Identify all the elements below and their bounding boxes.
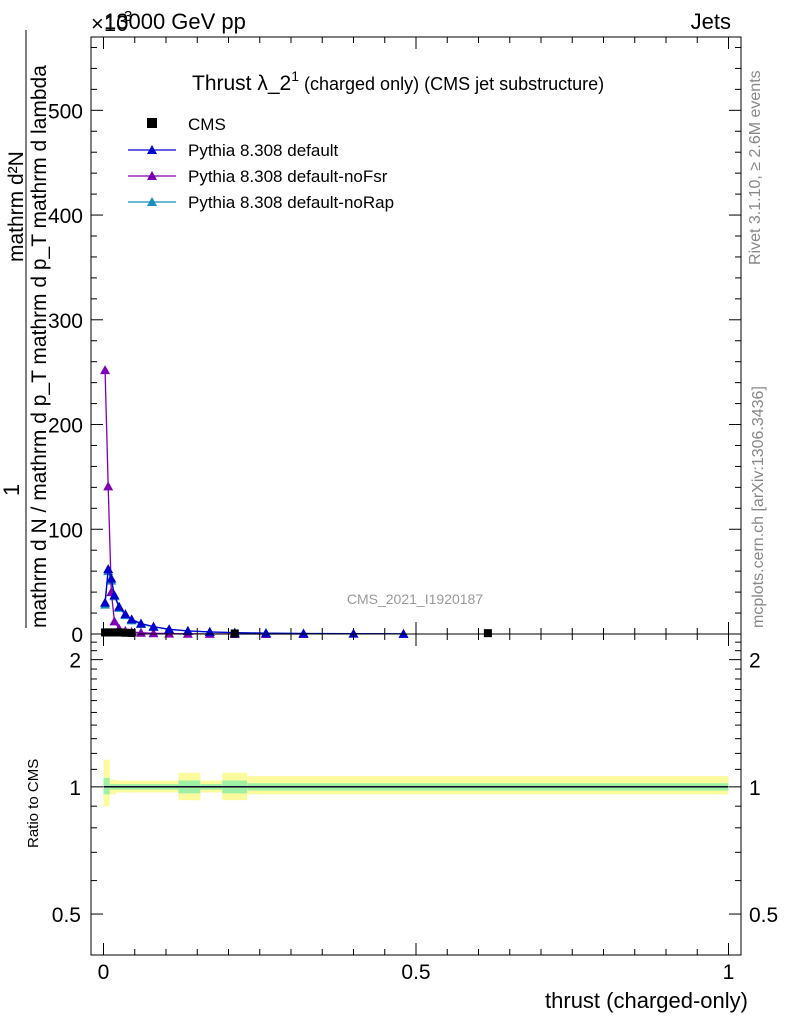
ratio-band-green [103,777,110,795]
x-axis-label: thrust (charged-only) [545,988,748,1013]
legend-label-nofsr: Pythia 8.308 default-noFsr [188,167,388,186]
legend-label-cms: CMS [188,115,226,134]
marker-default [103,564,114,574]
marker-default [164,624,175,634]
marker-default [348,628,359,638]
marker-cms [116,628,125,637]
legend-marker-nofsr [147,171,157,180]
mcplots-label: mcplots.cern.ch [arXiv:1306.3436] [750,386,767,628]
ratio-ylabel: Ratio to CMS [25,759,42,848]
legend-marker-cms [147,118,157,128]
process-label: Jets [691,9,731,34]
title-sup: 1 [291,68,299,84]
main-ylabel: 1 mathrm d²N mathrm d N / mathrm d p_T m… [0,30,51,628]
main-panel: 0 100 200 300 400 500 Thrust λ_21 (charged on… [48,36,742,647]
y-tick-label: 400 [48,205,83,228]
legend: CMS Pythia 8.308 default Pythia 8.308 de… [128,115,394,212]
marker-cms [230,629,239,638]
ratio-y-tick-label: 1 [69,777,81,800]
ratio-y-tick-label: 0.5 [52,904,81,927]
marker-default [109,590,120,600]
marker-cms [127,628,136,637]
marker-noFsr [103,481,114,491]
ratio-y-tick-label-right: 1 [749,777,761,800]
legend-label-default: Pythia 8.308 default [188,141,339,160]
y-tick-label: 100 [48,519,83,542]
legend-marker-norap [147,197,157,206]
marker-default [126,614,137,624]
exponent-label: ×10 [91,11,128,36]
x-tick-label: 1 [723,961,735,984]
ratio-ticks: 0.5 0.5 1 1 2 2 0 0.5 1 [52,634,778,984]
energy-label: 13000 GeV pp [104,9,246,34]
marker-default [261,628,271,638]
x-tick-label: 0.5 [401,961,430,984]
marker-cms [483,629,492,638]
marker-noFsr [100,365,111,375]
y-tick-label: 0 [71,624,83,647]
marker-default [136,618,146,628]
marker-default [100,597,111,607]
ratio-y-tick-label-right: 0.5 [749,904,778,927]
marker-default [182,625,193,635]
series-line-noFsr [104,370,304,635]
ratio-y-tick-label-right: 2 [749,650,761,673]
exponent-power: 3 [124,8,132,25]
ylabel-one: 1 [0,484,24,496]
ylabel-denominator: mathrm d N / mathrm d p_T mathrm d p_T m… [28,65,51,628]
marker-default [148,621,159,631]
marker-default [120,609,131,619]
marker-default [398,628,409,638]
y-tick-label: 500 [48,100,83,123]
legend-marker-default [147,145,157,154]
title-main: Thrust λ_2 [192,72,291,95]
chart-title: Thrust λ_21 (charged only) (CMS jet subs… [192,68,604,95]
legend-label-norap: Pythia 8.308 default-noRap [188,193,394,212]
ratio-y-tick-label: 2 [69,650,81,673]
rivet-label: Rivet 3.1.10, ≥ 2.6M events [747,70,764,265]
marker-noFsr [109,616,120,626]
marker-cms [121,628,130,637]
analysis-label: CMS_2021_I1920187 [347,591,483,607]
x-tick-label: 0 [98,961,110,984]
y-tick-label: 300 [48,310,83,333]
marker-default [114,601,125,611]
ratio-bands [103,759,729,807]
marker-default [298,628,309,638]
main-ticks: 0 100 200 300 400 500 [48,37,741,647]
title-rest: (charged only) (CMS jet substructure) [299,74,604,94]
y-tick-label: 200 [48,415,83,438]
marker-default [106,573,117,583]
ylabel-numerator: mathrm d²N [5,151,28,262]
marker-noFsr [148,628,159,638]
ratio-panel: 0.5 0.5 1 1 2 2 0 0.5 1 Ratio to CMS thrust (cha… [25,633,778,1013]
